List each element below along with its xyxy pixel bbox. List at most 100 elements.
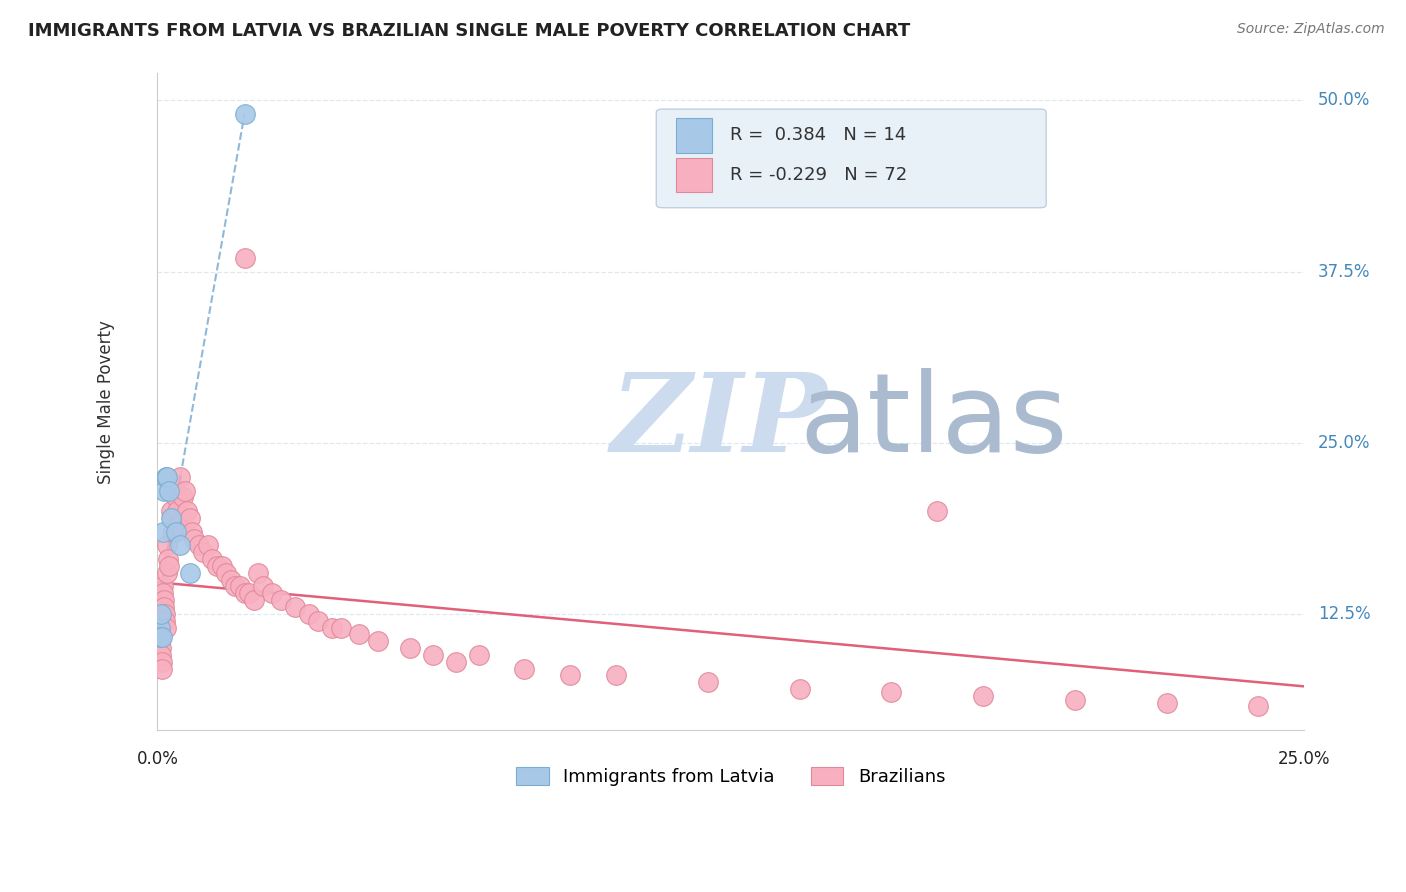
Point: [238, 586, 260, 600]
Point: [972, 689, 994, 703]
Point: [176, 504, 198, 518]
Point: [157, 558, 180, 573]
Text: atlas: atlas: [800, 368, 1069, 475]
Point: [172, 491, 194, 505]
Point: [149, 641, 172, 656]
Point: [160, 511, 183, 525]
Point: [162, 524, 184, 539]
FancyBboxPatch shape: [657, 109, 1046, 208]
Point: [247, 566, 270, 580]
Point: [183, 532, 205, 546]
Bar: [676, 158, 713, 192]
Point: [229, 579, 252, 593]
Point: [927, 504, 949, 518]
Point: [169, 538, 191, 552]
Bar: [676, 119, 713, 153]
Point: [242, 593, 264, 607]
Point: [233, 586, 256, 600]
Point: [157, 483, 180, 498]
Text: 25.0%: 25.0%: [1317, 434, 1371, 451]
Point: [349, 627, 371, 641]
Text: 37.5%: 37.5%: [1317, 262, 1371, 280]
Point: [167, 517, 190, 532]
Point: [149, 627, 172, 641]
Point: [224, 579, 246, 593]
Point: [270, 593, 292, 607]
Text: ZIP: ZIP: [610, 368, 827, 475]
Point: [560, 668, 582, 682]
Point: [150, 662, 173, 676]
Point: [179, 566, 201, 580]
Point: [153, 483, 176, 498]
Point: [422, 648, 444, 662]
Point: [1063, 693, 1085, 707]
Point: [880, 685, 903, 699]
Text: IMMIGRANTS FROM LATVIA VS BRAZILIAN SINGLE MALE POVERTY CORRELATION CHART: IMMIGRANTS FROM LATVIA VS BRAZILIAN SING…: [28, 22, 910, 40]
Point: [160, 504, 183, 518]
Point: [169, 470, 191, 484]
Point: [233, 251, 256, 265]
Point: [152, 524, 174, 539]
Point: [284, 599, 307, 614]
Point: [1247, 698, 1270, 713]
Point: [165, 524, 187, 539]
Text: R =  0.384   N = 14: R = 0.384 N = 14: [730, 127, 905, 145]
Text: 12.5%: 12.5%: [1317, 605, 1371, 623]
Point: [467, 648, 489, 662]
Point: [201, 552, 224, 566]
Point: [197, 538, 219, 552]
Point: [605, 668, 627, 682]
Point: [155, 566, 177, 580]
Text: 0.0%: 0.0%: [136, 750, 179, 768]
Point: [156, 538, 179, 552]
Point: [298, 607, 321, 621]
Point: [149, 620, 172, 634]
Point: [155, 620, 177, 634]
Text: Single Male Poverty: Single Male Poverty: [97, 319, 115, 483]
Point: [152, 586, 174, 600]
Point: [789, 682, 811, 697]
Text: Source: ZipAtlas.com: Source: ZipAtlas.com: [1237, 22, 1385, 37]
Text: 25.0%: 25.0%: [1278, 750, 1330, 768]
Text: 50.0%: 50.0%: [1317, 91, 1371, 110]
Point: [321, 620, 343, 634]
Point: [149, 634, 172, 648]
Point: [211, 558, 233, 573]
Point: [179, 511, 201, 525]
Point: [174, 483, 197, 498]
Point: [398, 641, 420, 656]
Point: [150, 648, 173, 662]
Point: [148, 620, 170, 634]
Point: [166, 504, 188, 518]
Point: [180, 524, 202, 539]
Point: [160, 511, 183, 525]
Point: [153, 607, 176, 621]
Point: [205, 558, 228, 573]
Point: [367, 634, 389, 648]
Text: R = -0.229   N = 72: R = -0.229 N = 72: [730, 166, 907, 184]
Point: [153, 614, 176, 628]
Point: [513, 662, 536, 676]
Point: [252, 579, 274, 593]
Legend: Immigrants from Latvia, Brazilians: Immigrants from Latvia, Brazilians: [509, 760, 952, 794]
Point: [153, 593, 176, 607]
Point: [148, 614, 170, 628]
Point: [153, 599, 176, 614]
Point: [219, 573, 242, 587]
Point: [150, 655, 173, 669]
Point: [165, 491, 187, 505]
Point: [193, 545, 215, 559]
Point: [307, 614, 329, 628]
Point: [155, 470, 177, 484]
Point: [329, 620, 352, 634]
Point: [156, 552, 179, 566]
Point: [150, 630, 173, 644]
Point: [156, 470, 179, 484]
Point: [1156, 696, 1178, 710]
Point: [150, 607, 173, 621]
Point: [262, 586, 284, 600]
Point: [233, 107, 256, 121]
Point: [215, 566, 238, 580]
Point: [149, 630, 172, 644]
Point: [152, 579, 174, 593]
